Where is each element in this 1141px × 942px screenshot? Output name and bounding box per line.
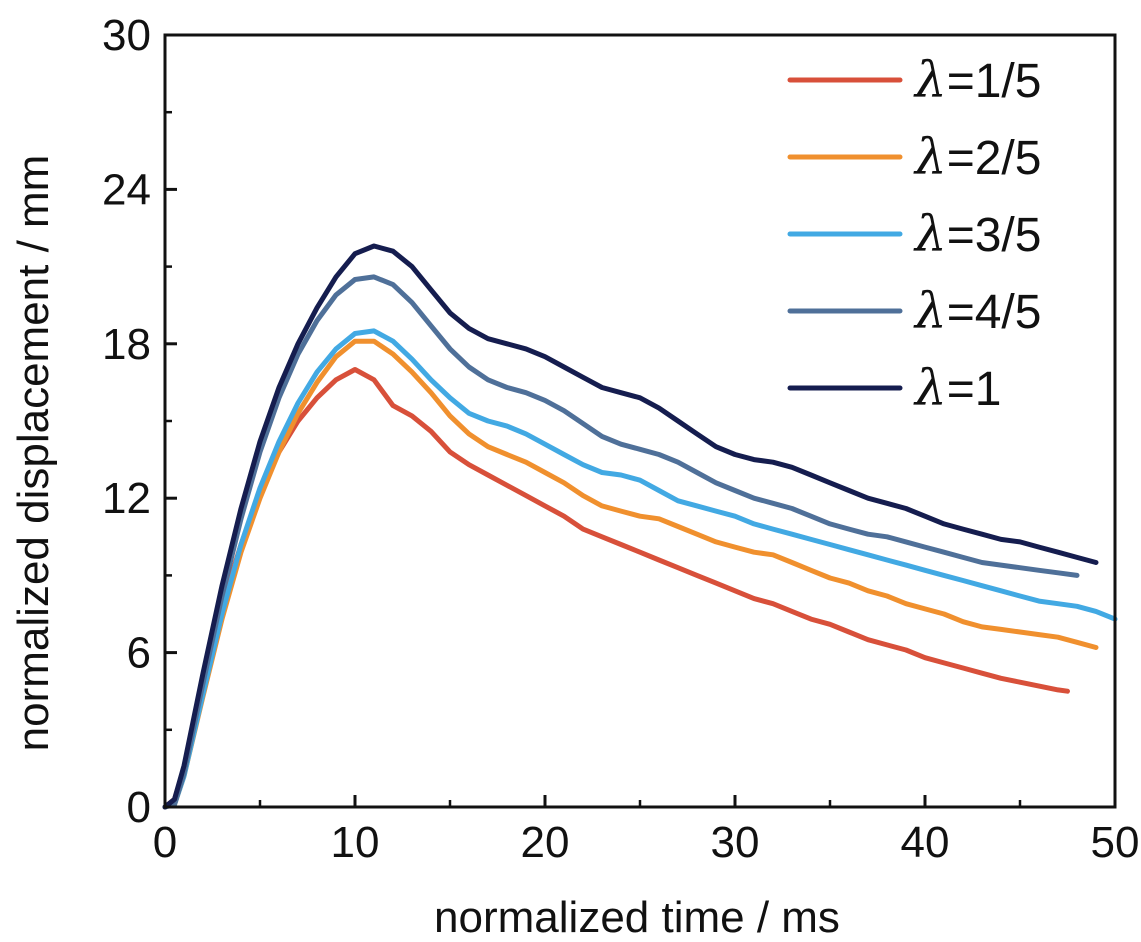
legend-value: =2/5 bbox=[947, 132, 1042, 185]
lambda-symbol: λ bbox=[913, 282, 947, 340]
x-tick-label: 40 bbox=[901, 818, 950, 867]
axis-ticks: 0 10 20 30 40 50 0 6 12 18 24 30 bbox=[102, 11, 1139, 867]
lambda-symbol: λ bbox=[913, 51, 947, 109]
legend-value: =3/5 bbox=[947, 209, 1042, 262]
legend-value: =1/5 bbox=[947, 55, 1042, 108]
legend-label-1: λ=1/5 bbox=[913, 51, 1041, 109]
series-line-2 bbox=[162, 338, 1099, 810]
x-tick-label: 0 bbox=[153, 818, 177, 867]
legend-label-3: λ=3/5 bbox=[913, 205, 1041, 263]
y-tick-label: 6 bbox=[127, 629, 151, 678]
x-tick-label: 20 bbox=[521, 818, 570, 867]
x-tick-label: 30 bbox=[711, 818, 760, 867]
legend: λ=1/5λ=2/5λ=3/5λ=4/5λ=1 bbox=[787, 51, 1041, 417]
legend-value: =4/5 bbox=[947, 286, 1042, 339]
legend-label-4: λ=4/5 bbox=[913, 282, 1041, 340]
x-tick-label: 10 bbox=[331, 818, 380, 867]
y-tick-label: 30 bbox=[102, 11, 151, 60]
series-line-4 bbox=[162, 274, 1080, 810]
series-line-1 bbox=[162, 367, 1070, 810]
y-tick-label: 24 bbox=[102, 165, 151, 214]
lambda-symbol: λ bbox=[913, 128, 947, 186]
legend-label-5: λ=1 bbox=[913, 359, 1001, 417]
series-line-5 bbox=[162, 243, 1099, 810]
y-tick-label: 0 bbox=[127, 783, 151, 832]
series-line-3 bbox=[162, 328, 1118, 810]
x-tick-label: 50 bbox=[1091, 818, 1140, 867]
y-tick-label: 18 bbox=[102, 320, 151, 369]
legend-label-2: λ=2/5 bbox=[913, 128, 1041, 186]
lambda-symbol: λ bbox=[913, 359, 947, 417]
x-axis-label: normalized time / ms bbox=[434, 893, 840, 942]
series-layer bbox=[162, 243, 1118, 810]
y-tick-label: 12 bbox=[102, 474, 151, 523]
y-axis-label: normalized displacement / mm bbox=[9, 155, 58, 752]
legend-value: =1 bbox=[947, 363, 1002, 416]
lambda-symbol: λ bbox=[913, 205, 947, 263]
